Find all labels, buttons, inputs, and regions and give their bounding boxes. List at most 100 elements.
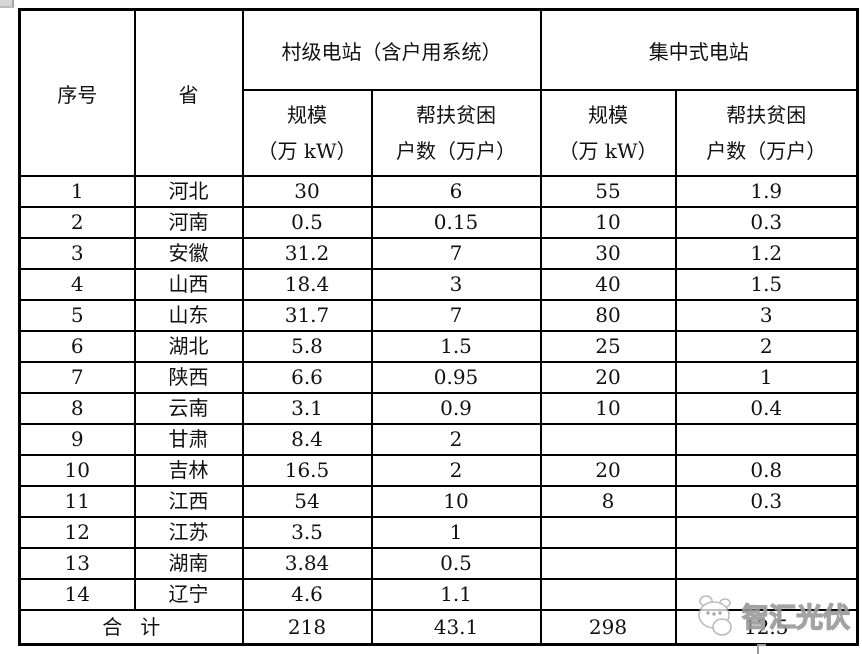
total-central-scale: 298 — [539, 609, 677, 646]
cell-province: 山西 — [133, 268, 244, 301]
table-row: 10 吉林 16.5 2 20 0.8 — [18, 454, 859, 487]
table-body: 1 河北 30 6 55 1.9 2 河南 0.5 0.15 10 0.3 3 … — [18, 175, 859, 611]
cell-village-households: 10 — [370, 485, 542, 518]
cell-central-scale — [539, 578, 677, 611]
header-village-households-line1: 帮扶贫困 — [416, 103, 496, 127]
table-header: 序号 省 村级电站（含户用系统） 集中式电站 规模 （万 kW） 帮扶贫困 户数… — [18, 8, 859, 177]
cell-village-scale: 16.5 — [241, 454, 373, 487]
cell-village-scale: 0.5 — [241, 206, 373, 239]
cell-province: 江苏 — [133, 516, 244, 549]
header-village-scale-line2: （万 kW） — [257, 139, 357, 163]
cell-central-households: 3 — [674, 299, 859, 332]
cell-village-households: 0.95 — [370, 361, 542, 394]
header-index: 序号 — [18, 8, 136, 177]
cell-central-scale — [539, 516, 677, 549]
cell-village-scale: 31.7 — [241, 299, 373, 332]
cell-central-scale: 25 — [539, 330, 677, 363]
cell-province: 河北 — [133, 175, 244, 208]
cell-village-scale: 5.8 — [241, 330, 373, 363]
header-central-group: 集中式电站 — [539, 8, 859, 91]
header-central-households-line1: 帮扶贫困 — [726, 103, 807, 127]
cell-village-scale: 54 — [241, 485, 373, 518]
cell-village-scale: 8.4 — [241, 423, 373, 456]
cell-village-households: 0.5 — [370, 547, 542, 580]
table-footer: 合计 218 43.1 298 12.5 — [18, 609, 859, 646]
cell-village-scale: 6.6 — [241, 361, 373, 394]
cell-village-households: 1.1 — [370, 578, 542, 611]
cell-index: 12 — [18, 516, 136, 549]
cell-central-households: 1.5 — [674, 268, 859, 301]
cell-province: 湖北 — [133, 330, 244, 363]
cell-index: 9 — [18, 423, 136, 456]
cell-province: 吉林 — [133, 454, 244, 487]
cell-central-scale: 55 — [539, 175, 677, 208]
table-row: 3 安徽 31.2 7 30 1.2 — [18, 237, 859, 270]
cell-village-households: 2 — [370, 423, 542, 456]
cell-village-households: 1 — [370, 516, 542, 549]
cell-index: 8 — [18, 392, 136, 425]
table-row: 1 河北 30 6 55 1.9 — [18, 175, 859, 208]
cell-village-households: 7 — [370, 299, 542, 332]
cell-village-scale: 3.5 — [241, 516, 373, 549]
cell-province: 陕西 — [133, 361, 244, 394]
cell-central-households: 2 — [674, 330, 859, 363]
cell-index: 10 — [18, 454, 136, 487]
total-central-households: 12.5 — [674, 609, 859, 646]
cell-index: 11 — [18, 485, 136, 518]
total-village-households: 43.1 — [370, 609, 542, 646]
header-village-group: 村级电站（含户用系统） — [241, 8, 542, 91]
header-village-households-line2: 户数（万户） — [396, 139, 516, 163]
cell-central-scale: 80 — [539, 299, 677, 332]
cell-village-scale: 3.1 — [241, 392, 373, 425]
total-row: 合计 218 43.1 298 12.5 — [18, 609, 859, 646]
cell-province: 湖南 — [133, 547, 244, 580]
cell-central-scale: 8 — [539, 485, 677, 518]
cell-index: 7 — [18, 361, 136, 394]
cell-central-households: 0.8 — [674, 454, 859, 487]
cell-village-households: 0.15 — [370, 206, 542, 239]
cell-index: 2 — [18, 206, 136, 239]
cell-index: 13 — [18, 547, 136, 580]
table-row: 5 山东 31.7 7 80 3 — [18, 299, 859, 332]
cell-village-households: 1.5 — [370, 330, 542, 363]
cell-central-scale — [539, 547, 677, 580]
cell-index: 6 — [18, 330, 136, 363]
cell-village-scale: 4.6 — [241, 578, 373, 611]
header-central-scale: 规模 （万 kW） — [539, 89, 677, 177]
header-village-scale-line1: 规模 — [287, 103, 327, 127]
cell-village-households: 0.9 — [370, 392, 542, 425]
cell-province: 山东 — [133, 299, 244, 332]
table-row: 6 湖北 5.8 1.5 25 2 — [18, 330, 859, 363]
cell-central-scale: 30 — [539, 237, 677, 270]
cell-central-households: 1.9 — [674, 175, 859, 208]
cell-index: 1 — [18, 175, 136, 208]
scan-artifact-bottom-right — [757, 644, 766, 654]
table-row: 8 云南 3.1 0.9 10 0.4 — [18, 392, 859, 425]
cell-central-households — [674, 578, 859, 611]
cell-province: 河南 — [133, 206, 244, 239]
cell-province: 江西 — [133, 485, 244, 518]
cell-central-scale — [539, 423, 677, 456]
cell-central-scale: 10 — [539, 392, 677, 425]
table-row: 13 湖南 3.84 0.5 — [18, 547, 859, 580]
cell-village-scale: 30 — [241, 175, 373, 208]
cell-village-scale: 18.4 — [241, 268, 373, 301]
cell-central-scale: 20 — [539, 454, 677, 487]
cell-central-households: 0.3 — [674, 206, 859, 239]
header-village-households: 帮扶贫困 户数（万户） — [370, 89, 542, 177]
header-village-scale: 规模 （万 kW） — [241, 89, 373, 177]
cell-central-scale: 20 — [539, 361, 677, 394]
header-central-households-line2: 户数（万户） — [706, 139, 827, 163]
cell-central-scale: 40 — [539, 268, 677, 301]
header-central-households: 帮扶贫困 户数（万户） — [674, 89, 859, 177]
cell-central-households — [674, 423, 859, 456]
table-row: 2 河南 0.5 0.15 10 0.3 — [18, 206, 859, 239]
table-row: 7 陕西 6.6 0.95 20 1 — [18, 361, 859, 394]
cell-village-households: 3 — [370, 268, 542, 301]
cell-index: 4 — [18, 268, 136, 301]
pv-poverty-alleviation-table: 序号 省 村级电站（含户用系统） 集中式电站 规模 （万 kW） 帮扶贫困 户数… — [18, 8, 859, 646]
table-row: 9 甘肃 8.4 2 — [18, 423, 859, 456]
table-row: 12 江苏 3.5 1 — [18, 516, 859, 549]
cell-central-households — [674, 547, 859, 580]
scan-artifact-top-left — [0, 0, 14, 8]
